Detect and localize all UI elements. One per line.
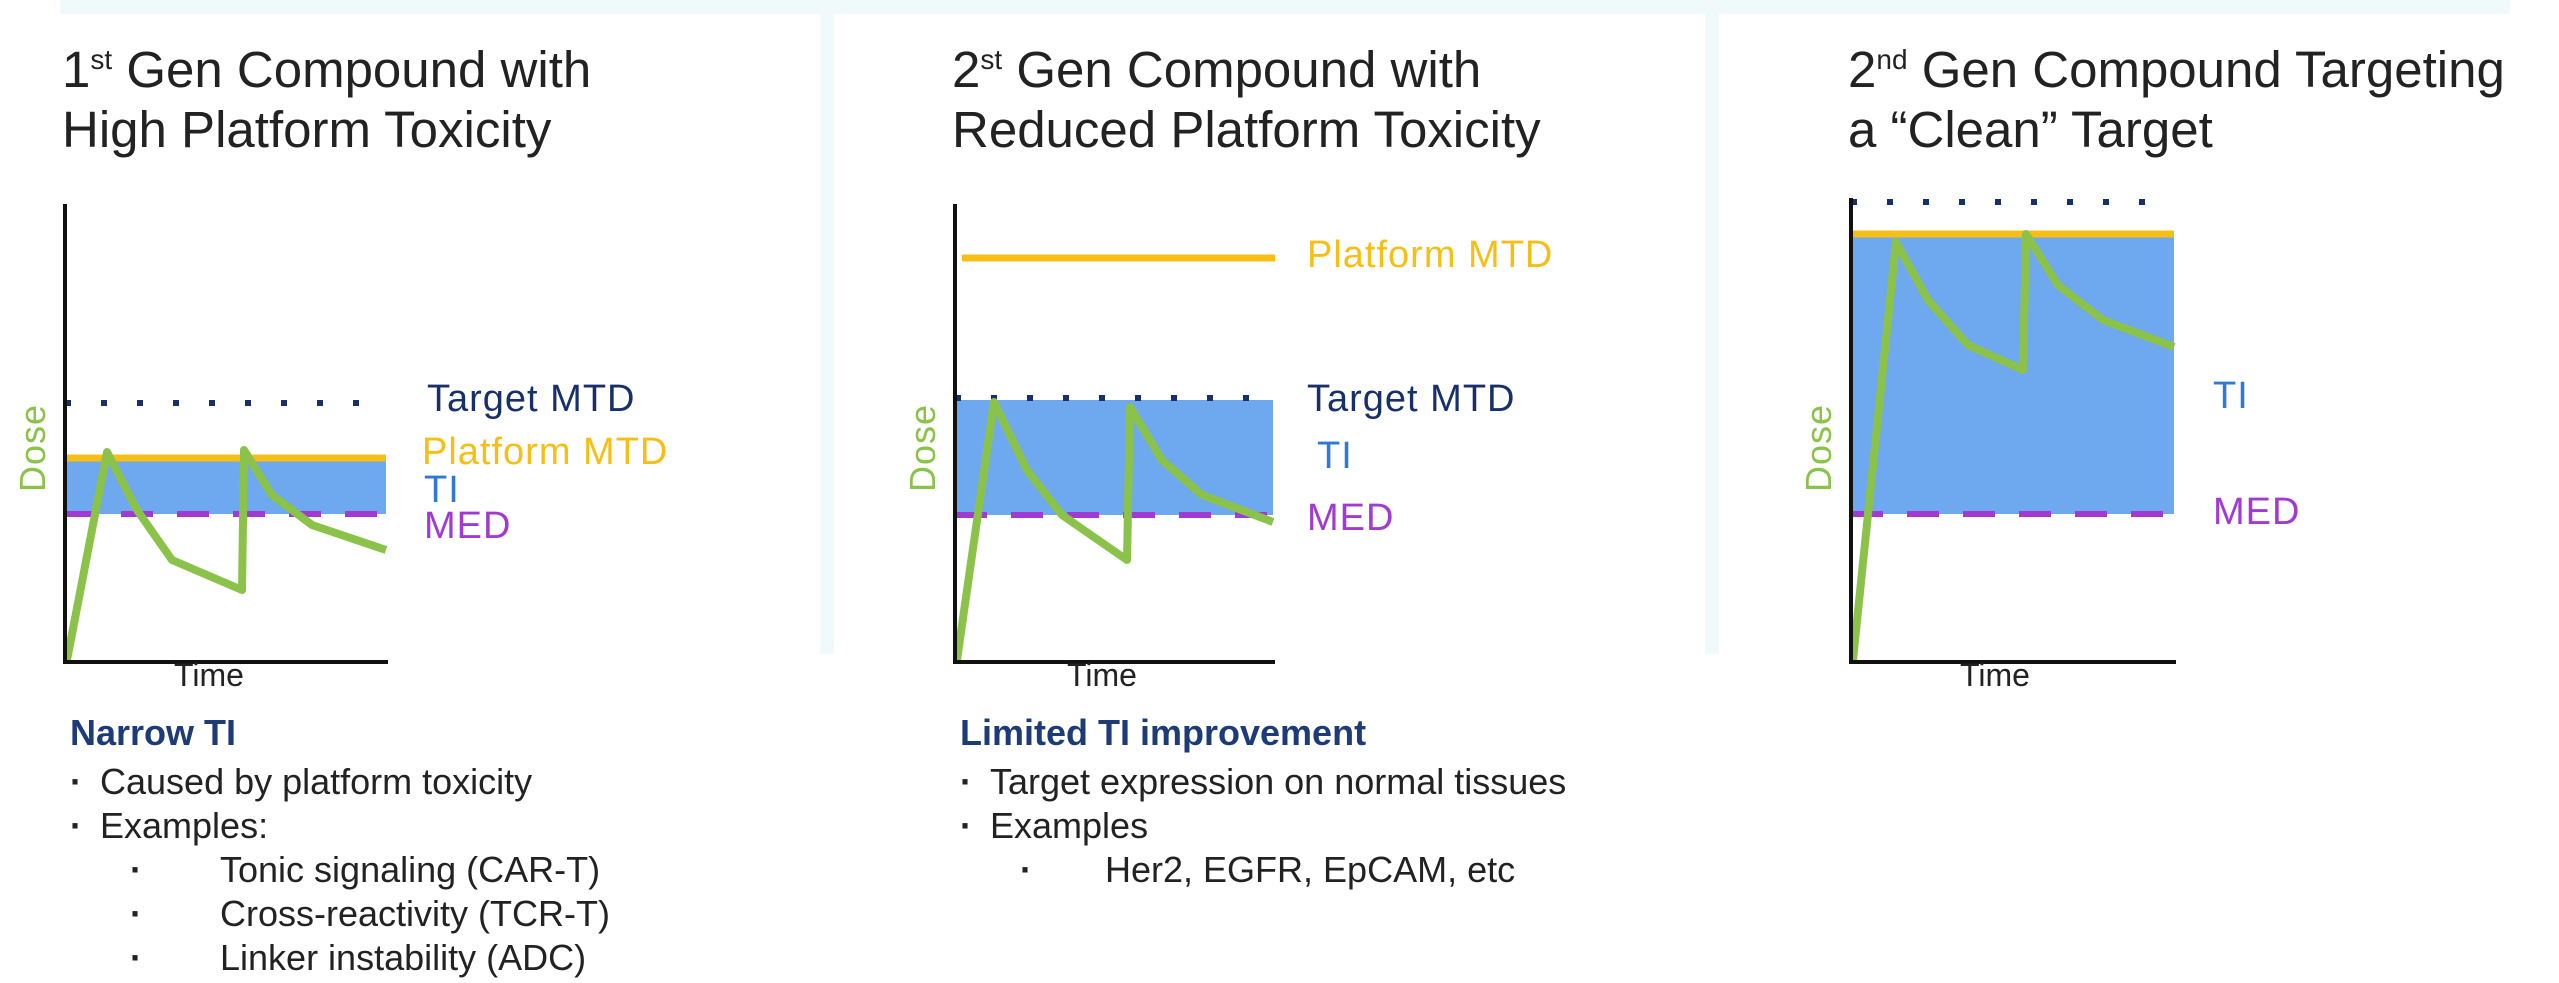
caption-sub-bullet: Cross-reactivity (TCR-T) — [70, 892, 850, 936]
dose-time-plot — [1849, 198, 2176, 664]
y-axis-label: Dose — [902, 403, 943, 492]
panel-first-gen-high-toxicity: 1st Gen Compound with High Platform Toxic… — [12, 0, 882, 983]
ti-label: TI — [424, 469, 460, 511]
dose-time-plot — [953, 204, 1275, 664]
caption-bullet: Examples — [960, 804, 1740, 848]
x-axis-label: Time — [174, 657, 244, 693]
panel-separator — [1705, 14, 1719, 654]
dose-time-plot — [63, 204, 388, 664]
x-axis-label: Time — [1960, 657, 2030, 693]
dose-curve — [1849, 230, 2176, 661]
platform-mtd-label: Platform MTD — [422, 431, 669, 473]
dose-curve — [953, 398, 1275, 661]
caption-sub-bullet: Tonic signaling (CAR-T) — [70, 848, 850, 892]
med-label: MED — [1307, 497, 1395, 539]
panel-title: 2nd Gen Compound Targeting a “Clean” Targ… — [1848, 41, 2505, 158]
platform-mtd-label: Platform MTD — [1307, 234, 1554, 276]
caption-heading: Narrow TI — [70, 712, 237, 753]
caption-heading: Limited TI improvement — [960, 712, 1367, 753]
ti-label: TI — [2213, 375, 2249, 417]
med-label: MED — [424, 505, 512, 547]
panel-title: 2st Gen Compound with Reduced Platform To… — [952, 41, 1541, 158]
target-mtd-label: Target MTD — [427, 378, 636, 420]
y-axis-label: Dose — [1798, 403, 1839, 492]
med-label: MED — [2213, 491, 2301, 533]
dose-curve — [63, 446, 388, 661]
ti-label: TI — [1317, 435, 1353, 477]
caption-bullet: Examples: — [70, 804, 850, 848]
caption-bullet: Target expression on normal tissues — [960, 760, 1740, 804]
ti-band — [955, 400, 1273, 515]
panel-second-gen-clean-target: 2nd Gen Compound Targeting a “Clean” Targ… — [1798, 0, 2559, 983]
caption-sub-bullet: Linker instability (ADC) — [70, 936, 850, 980]
panel-second-gen-reduced-toxicity: 2st Gen Compound with Reduced Platform To… — [902, 0, 1772, 983]
target-mtd-label: Target MTD — [1307, 378, 1516, 420]
x-axis-label: Time — [1067, 657, 1137, 693]
panel-title: 1st Gen Compound with High Platform Toxic… — [62, 41, 592, 158]
caption-sub-bullet: Her2, EGFR, EpCAM, etc — [960, 848, 1740, 892]
caption: Narrow TI Caused by platform toxicity Ex… — [70, 712, 850, 980]
ti-band — [1851, 236, 2174, 514]
panel-separator — [820, 14, 834, 654]
caption-bullet: Caused by platform toxicity — [70, 760, 850, 804]
y-axis-label: Dose — [12, 403, 53, 492]
top-band — [60, 0, 2510, 14]
caption: Limited TI improvement Target expression… — [960, 712, 1740, 892]
